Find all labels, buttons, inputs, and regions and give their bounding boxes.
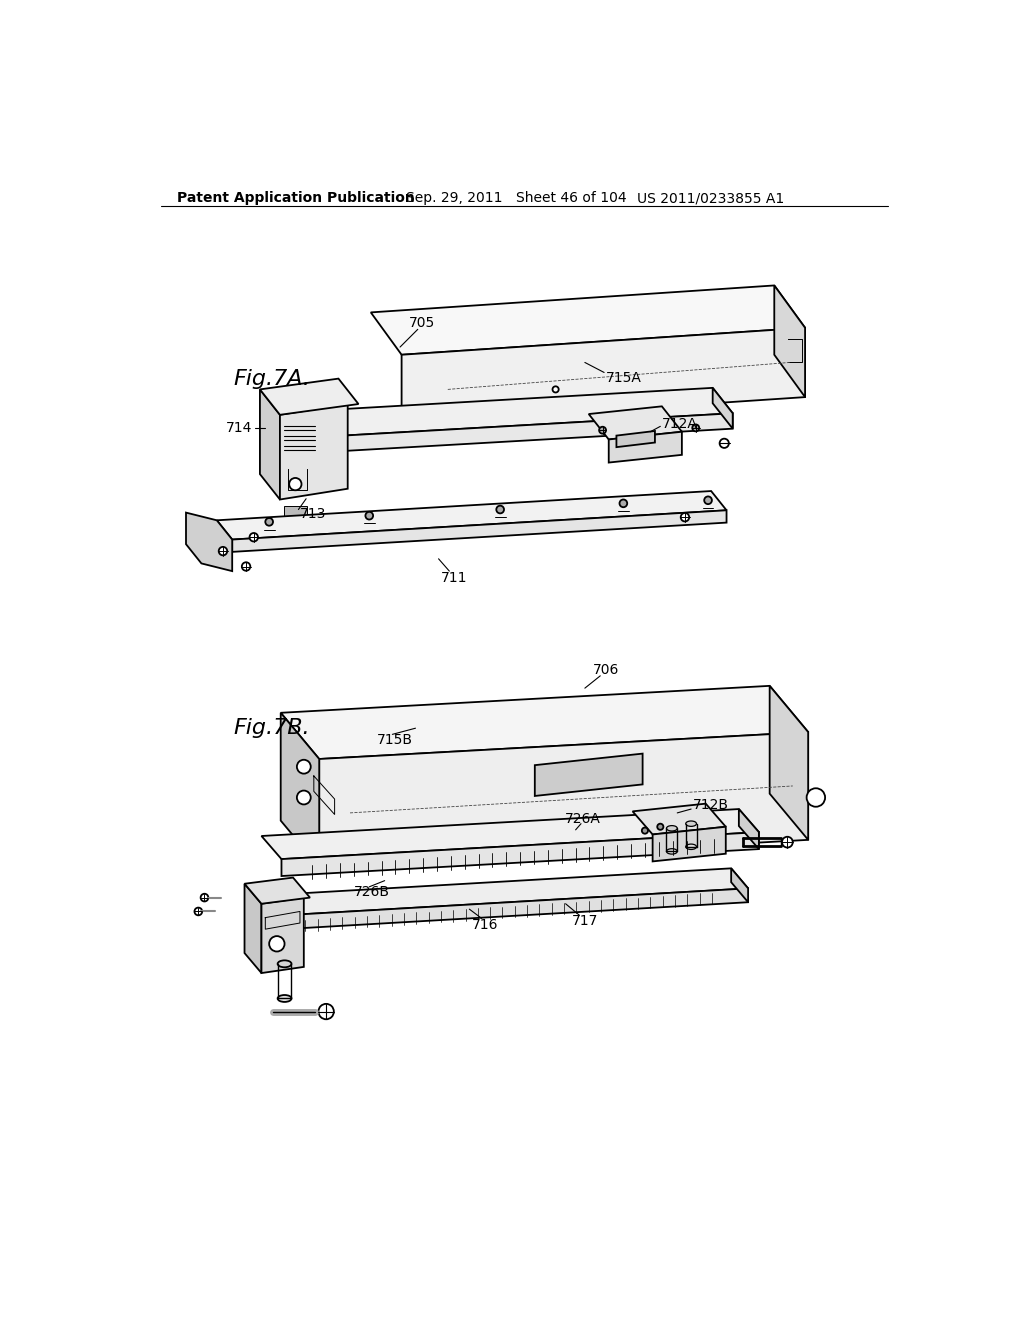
Circle shape — [265, 517, 273, 525]
Circle shape — [553, 387, 559, 392]
Polygon shape — [282, 832, 759, 876]
Polygon shape — [371, 285, 805, 355]
Circle shape — [269, 936, 285, 952]
Circle shape — [289, 536, 297, 544]
Polygon shape — [232, 511, 727, 552]
Polygon shape — [303, 413, 733, 453]
Circle shape — [289, 478, 301, 490]
Text: 726A: 726A — [564, 812, 600, 826]
Circle shape — [497, 506, 504, 513]
Text: Patent Application Publication: Patent Application Publication — [177, 191, 415, 206]
Polygon shape — [283, 388, 733, 438]
Polygon shape — [713, 388, 733, 429]
Circle shape — [219, 546, 227, 556]
Text: 706: 706 — [593, 664, 620, 677]
Circle shape — [620, 499, 628, 507]
Circle shape — [250, 533, 258, 541]
Circle shape — [297, 760, 310, 774]
Text: 713: 713 — [300, 507, 327, 521]
Ellipse shape — [667, 849, 677, 854]
Polygon shape — [245, 878, 310, 904]
Polygon shape — [739, 809, 759, 849]
Text: 705: 705 — [409, 317, 435, 330]
Text: 711: 711 — [440, 572, 467, 585]
Polygon shape — [608, 432, 682, 462]
Text: 716: 716 — [471, 917, 498, 932]
Polygon shape — [245, 884, 261, 973]
Polygon shape — [731, 869, 749, 903]
Polygon shape — [186, 512, 232, 572]
Ellipse shape — [278, 995, 292, 1002]
Polygon shape — [280, 404, 348, 499]
Polygon shape — [652, 826, 726, 862]
Text: 726B: 726B — [354, 886, 390, 899]
Circle shape — [295, 529, 303, 536]
Polygon shape — [261, 898, 304, 973]
Circle shape — [692, 425, 699, 432]
Polygon shape — [774, 285, 805, 397]
Polygon shape — [535, 754, 643, 796]
Text: 714: 714 — [226, 421, 252, 434]
Polygon shape — [260, 389, 280, 499]
Ellipse shape — [686, 821, 696, 826]
Polygon shape — [261, 809, 759, 859]
Polygon shape — [633, 804, 726, 834]
Polygon shape — [284, 506, 307, 523]
Polygon shape — [217, 491, 727, 540]
Circle shape — [705, 496, 712, 504]
Polygon shape — [589, 407, 682, 440]
Text: Fig.7B.: Fig.7B. — [233, 718, 309, 738]
Ellipse shape — [278, 961, 292, 968]
Circle shape — [720, 438, 729, 447]
Circle shape — [599, 426, 606, 434]
Circle shape — [782, 837, 793, 847]
Polygon shape — [770, 686, 808, 840]
Circle shape — [195, 908, 202, 915]
Polygon shape — [401, 327, 805, 424]
Ellipse shape — [667, 825, 677, 832]
Circle shape — [681, 513, 689, 521]
Text: Sheet 46 of 104: Sheet 46 of 104 — [515, 191, 627, 206]
Circle shape — [318, 1005, 334, 1019]
Ellipse shape — [686, 843, 696, 850]
Circle shape — [807, 788, 825, 807]
Text: 712B: 712B — [692, 799, 729, 812]
Text: Fig.7A.: Fig.7A. — [233, 370, 310, 389]
Circle shape — [657, 824, 664, 830]
Circle shape — [284, 523, 292, 531]
Polygon shape — [260, 379, 358, 414]
Circle shape — [297, 791, 310, 804]
Text: 715B: 715B — [377, 733, 413, 747]
Circle shape — [642, 828, 648, 834]
Polygon shape — [281, 713, 319, 867]
Text: 712A: 712A — [662, 417, 697, 432]
Polygon shape — [270, 888, 749, 929]
Text: Sep. 29, 2011: Sep. 29, 2011 — [407, 191, 503, 206]
Polygon shape — [319, 733, 808, 867]
Polygon shape — [281, 686, 808, 759]
Text: 717: 717 — [571, 913, 598, 928]
Polygon shape — [616, 430, 655, 447]
Circle shape — [366, 512, 373, 520]
Circle shape — [242, 562, 250, 570]
Circle shape — [201, 894, 208, 902]
Polygon shape — [254, 869, 749, 916]
Text: US 2011/0233855 A1: US 2011/0233855 A1 — [637, 191, 784, 206]
Text: 715A: 715A — [605, 371, 641, 385]
